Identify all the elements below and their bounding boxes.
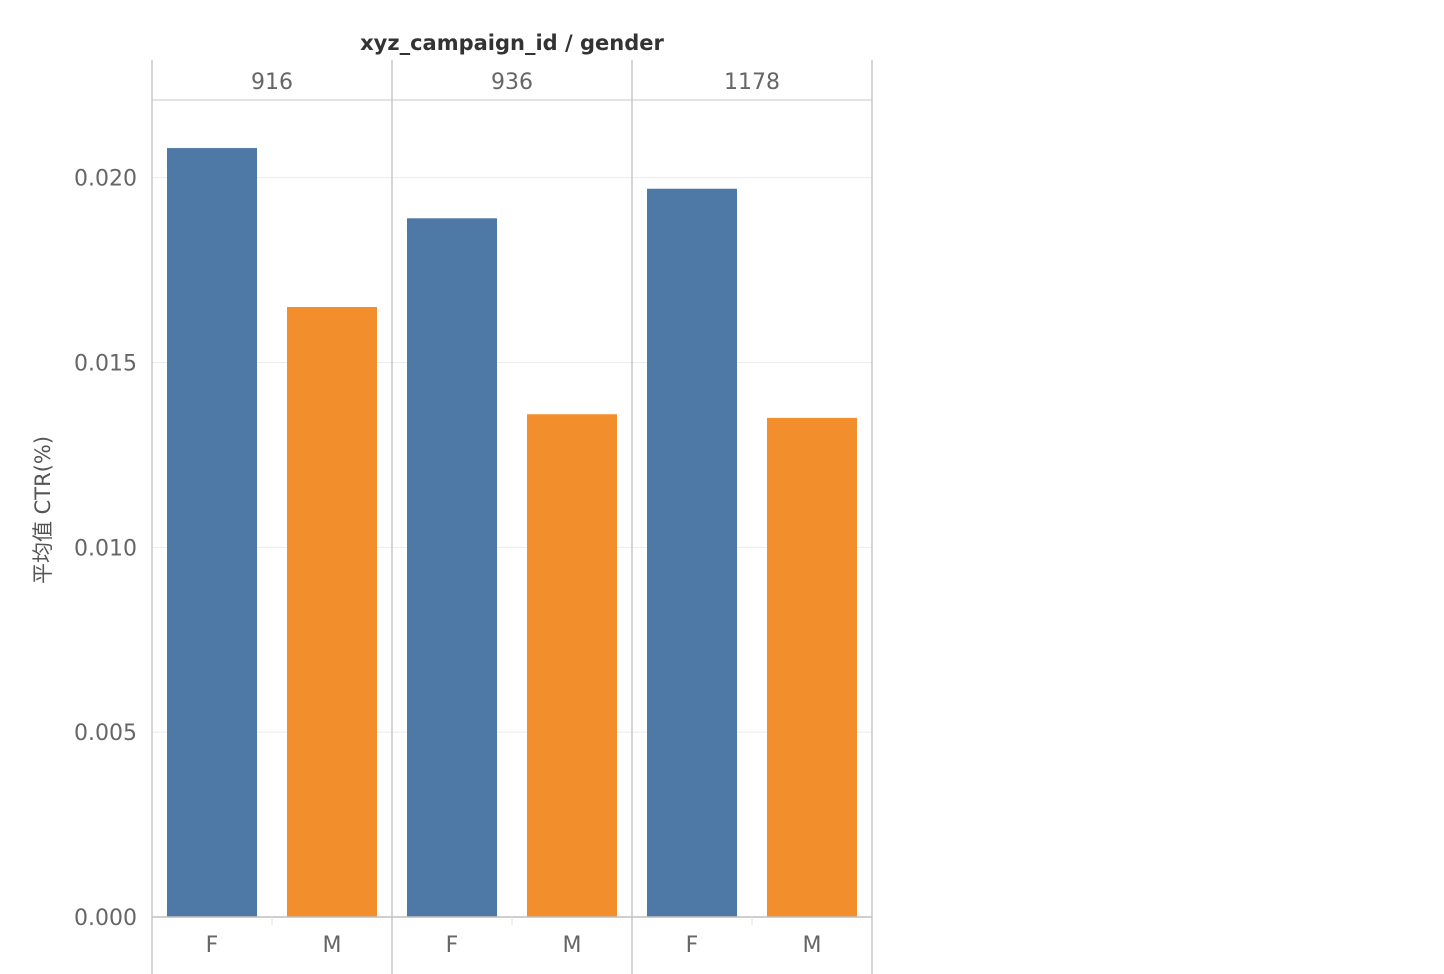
- y-tick-label: 0.000: [74, 906, 137, 931]
- facet-label: 916: [251, 70, 293, 95]
- y-tick-label: 0.015: [74, 351, 137, 376]
- bar-936-F: [407, 218, 497, 917]
- y-tick-label: 0.005: [74, 721, 137, 746]
- bar-936-M: [527, 414, 617, 917]
- y-tick-label: 0.020: [74, 167, 137, 192]
- bar-916-M: [287, 307, 377, 918]
- x-category-label: F: [206, 933, 219, 958]
- facet-label: 1178: [724, 70, 780, 95]
- bar-1178-M: [767, 417, 857, 917]
- x-category-label: M: [563, 933, 582, 958]
- bar-1178-F: [647, 188, 737, 917]
- labels: 0.000 0.005 0.010 0.015 0.020 F M 916 F M 936 F M 117…: [74, 70, 821, 958]
- x-category-label: M: [803, 933, 822, 958]
- bar-916-F: [167, 148, 257, 917]
- gridlines: [152, 177, 872, 733]
- facet-label: 936: [491, 70, 533, 95]
- y-tick-label: 0.010: [74, 536, 137, 561]
- chart-title: xyz_campaign_id / gender: [360, 31, 664, 55]
- x-category-label: M: [323, 933, 342, 958]
- y-axis-title: 平均值 CTR(%): [31, 436, 55, 584]
- x-category-label: F: [686, 933, 699, 958]
- x-category-label: F: [446, 933, 459, 958]
- bars: [167, 148, 857, 918]
- panel-borders: [151, 60, 873, 974]
